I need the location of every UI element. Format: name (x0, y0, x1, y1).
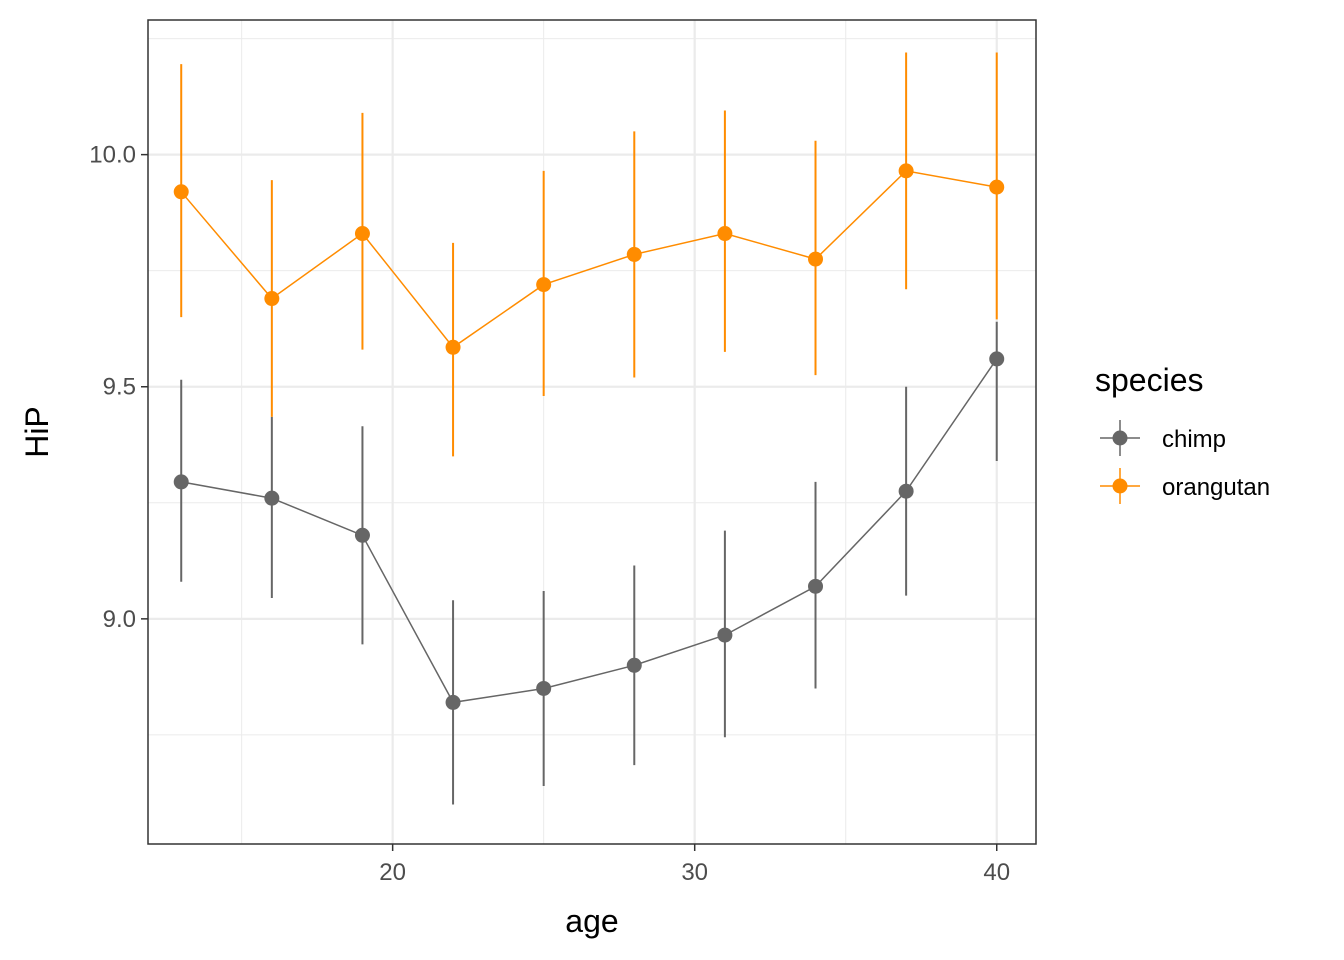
data-point (989, 351, 1005, 367)
legend-entry-orangutan: orangutan (1100, 468, 1270, 504)
major-grid (148, 20, 1036, 844)
y-tick-label: 9.0 (103, 606, 136, 633)
data-point (626, 657, 642, 673)
data-point (808, 251, 824, 267)
legend-entries: chimp orangutan (1100, 420, 1270, 504)
x-tick-label: 20 (379, 859, 406, 886)
data-point (173, 184, 189, 200)
x-axis-title: age (565, 903, 618, 939)
x-axis: 20 30 40 (379, 844, 1010, 886)
y-tick-label: 10.0 (89, 142, 136, 169)
data-point (354, 226, 370, 242)
data-point (354, 527, 370, 543)
x-tick-label: 30 (681, 859, 708, 886)
y-tick-label: 9.5 (103, 374, 136, 401)
data-point (173, 474, 189, 490)
plot-border (147, 19, 1037, 845)
legend-title: species (1095, 362, 1204, 398)
series-line (181, 358, 998, 704)
series-layer (173, 52, 1005, 805)
data-point (536, 277, 552, 293)
data-point (536, 680, 552, 696)
data-point (445, 694, 461, 710)
legend-entry-chimp: chimp (1100, 420, 1226, 456)
series-line (180, 170, 997, 349)
data-point (717, 226, 733, 242)
data-point (626, 246, 642, 262)
data-point (898, 483, 914, 499)
data-point (264, 490, 280, 506)
legend-label: orangutan (1162, 474, 1270, 501)
legend-key-point (1112, 430, 1128, 446)
legend: species chimp orangutan (1095, 362, 1270, 504)
y-axis: 9.0 9.5 10.0 (89, 142, 148, 633)
data-point (989, 179, 1005, 195)
minor-grid (148, 20, 1036, 844)
legend-key-point (1112, 478, 1128, 494)
plot-background (148, 20, 1036, 844)
series-chimp (173, 321, 1005, 805)
data-point (808, 578, 824, 594)
data-point (717, 627, 733, 643)
legend-label: chimp (1162, 426, 1226, 453)
y-axis-title: HiP (19, 406, 55, 458)
data-point (898, 163, 914, 179)
data-point (445, 339, 461, 355)
x-tick-label: 40 (983, 859, 1010, 886)
series-orangutan (173, 52, 1005, 457)
data-point (264, 291, 280, 307)
